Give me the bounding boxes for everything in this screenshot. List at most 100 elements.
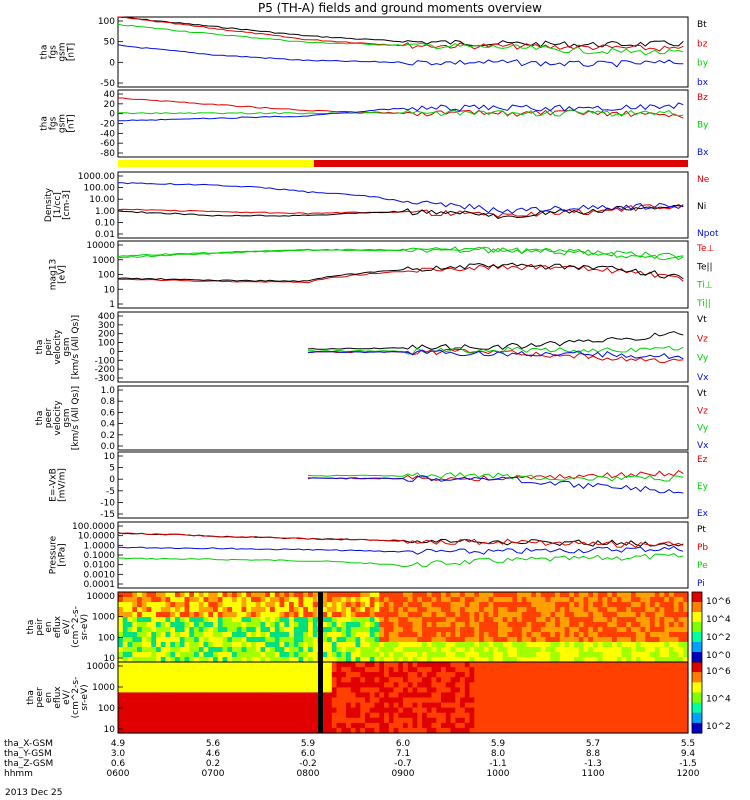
spectrogram-cell — [635, 687, 642, 694]
spectrogram-cell — [474, 627, 480, 633]
spectrogram-cell — [360, 677, 366, 683]
spectrogram-cell — [654, 667, 661, 673]
spectrogram-cell — [170, 602, 176, 608]
spectrogram-cell — [384, 597, 390, 603]
spectrogram-cell — [536, 712, 542, 719]
spectrogram-cell — [369, 672, 376, 678]
spectrogram-cell — [678, 657, 684, 663]
spectrogram-cell — [583, 707, 589, 714]
spectrogram-cell — [308, 702, 314, 709]
spectrogram-cell — [298, 677, 304, 683]
spectrogram-cell — [635, 602, 642, 608]
spectrogram-cell — [274, 707, 281, 714]
spectrogram-cell — [384, 677, 390, 683]
spectrogram-cell — [284, 627, 290, 633]
spectrogram-cell — [350, 622, 357, 628]
spectrogram-cell — [312, 602, 319, 608]
spectrogram-cell — [346, 652, 352, 658]
spectrogram-cell — [436, 712, 442, 719]
spectrogram-cell — [184, 667, 190, 673]
spectrogram-cell — [650, 697, 656, 704]
y-tick-label: 300 — [98, 321, 115, 331]
spectrogram-cell — [597, 632, 604, 638]
spectrogram-cell — [422, 612, 428, 618]
spectrogram-cell — [265, 622, 271, 628]
spectrogram-cell — [455, 592, 461, 598]
spectrogram-cell — [564, 727, 570, 734]
spectrogram-cell — [640, 722, 646, 729]
y-tick-label: 10000 — [86, 592, 115, 602]
spectrogram-cell — [517, 627, 523, 633]
spectrogram-cell — [289, 612, 295, 618]
spectrogram-cell — [559, 722, 566, 729]
spectrogram-cell — [569, 722, 575, 729]
spectrogram-cell — [336, 687, 342, 694]
spectrogram-cell — [241, 667, 247, 673]
spectrogram-cell — [165, 687, 171, 694]
spectrogram-cell — [555, 707, 561, 714]
spectrogram-cell — [350, 597, 357, 603]
spectrogram-cell — [531, 637, 537, 643]
spectrogram-cell — [184, 592, 190, 598]
spectrogram-cell — [341, 697, 347, 704]
spectrogram-cell — [355, 692, 361, 699]
spectrogram-cell — [583, 712, 589, 719]
spectrogram-cell — [574, 717, 580, 724]
spectrogram-cell — [227, 722, 233, 729]
spectrogram-cell — [298, 632, 304, 638]
spectrogram-cell — [232, 602, 238, 608]
spectrogram-cell — [407, 662, 414, 668]
spectrogram-cell — [450, 692, 456, 699]
spectrogram-cell — [654, 702, 661, 709]
spectrogram-cell — [673, 712, 680, 719]
spectrogram-cell — [578, 612, 585, 618]
spectrogram-cell — [355, 612, 361, 618]
spectrogram-cell — [669, 727, 675, 734]
series-line-Vx — [308, 349, 684, 360]
spectrogram-cell — [327, 717, 333, 724]
spectrogram-cell — [626, 687, 632, 694]
spectrogram-cell — [659, 667, 665, 673]
spectrogram-cell — [341, 617, 347, 623]
spectrogram-cell — [308, 667, 314, 673]
spectrogram-cell — [441, 727, 447, 734]
spectrogram-cell — [631, 702, 637, 709]
spectrogram-cell — [246, 627, 252, 633]
spectrogram-cell — [607, 667, 613, 673]
spectrogram-cell — [331, 652, 338, 658]
spectrogram-cell — [132, 617, 138, 623]
spectrogram-cell — [165, 667, 171, 673]
spectrogram-cell — [322, 642, 328, 648]
spectrogram-cell — [236, 657, 243, 663]
y-axis-label: tha — [40, 45, 50, 60]
spectrogram-cell — [650, 622, 656, 628]
spectrogram-cell — [469, 727, 475, 734]
spectrogram-cell — [464, 692, 471, 699]
spectrogram-cell — [607, 697, 613, 704]
spectrogram-cell — [303, 722, 309, 729]
spectrogram-cell — [298, 667, 304, 673]
spectrogram-cell — [498, 677, 504, 683]
spectrogram-cell — [593, 612, 599, 618]
spectrogram-cell — [293, 697, 300, 704]
spectrogram-cell — [669, 612, 675, 618]
spectrogram-cell — [327, 602, 333, 608]
spectrogram-cell — [645, 652, 651, 658]
spectrogram-cell — [141, 657, 148, 663]
spectrogram-cell — [474, 722, 480, 729]
x-tick-label: 1200 — [677, 769, 700, 779]
spectrogram-cell — [360, 687, 366, 694]
spectrogram-cell — [512, 717, 518, 724]
spectrogram-cell — [531, 597, 537, 603]
spectrogram-cell — [146, 592, 152, 598]
spectrogram-cell — [550, 637, 556, 643]
spectrogram-cell — [669, 667, 675, 673]
spectrogram-cell — [483, 607, 490, 613]
spectrogram-cell — [569, 677, 575, 683]
spectrogram-cell — [659, 657, 665, 663]
spectrogram-cell — [616, 712, 623, 719]
spectrogram-cell — [678, 612, 684, 618]
y-tick-label: 100 — [98, 339, 115, 349]
spectrogram-cell — [512, 727, 518, 734]
spectrogram-cell — [151, 717, 157, 724]
